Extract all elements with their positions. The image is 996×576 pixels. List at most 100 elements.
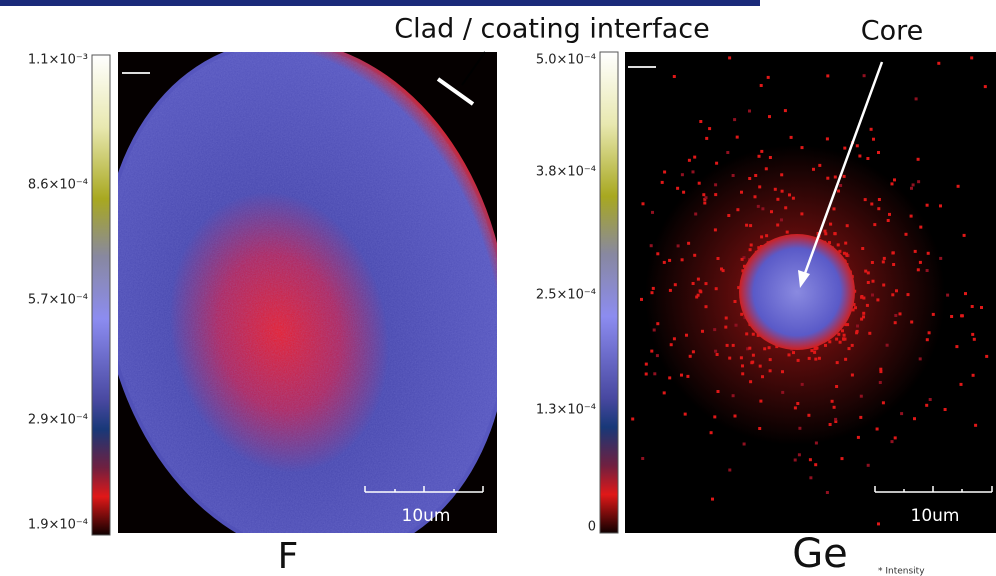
- pixel: [701, 329, 704, 333]
- pixel: [685, 333, 688, 337]
- pixel: [970, 56, 974, 60]
- pixel: [840, 457, 844, 461]
- pixel: [704, 196, 708, 200]
- pixel: [870, 261, 874, 264]
- panel-label: F: [278, 536, 299, 576]
- pixel: [686, 374, 690, 378]
- pixel: [756, 204, 760, 208]
- pixel: [862, 311, 866, 315]
- pixel: [838, 249, 842, 253]
- pixel: [877, 207, 881, 211]
- colorbar: [91, 54, 111, 536]
- pixel: [834, 420, 838, 423]
- pixel: [925, 338, 929, 342]
- pixel: [682, 190, 686, 194]
- pixel: [683, 412, 687, 416]
- pixel: [644, 362, 648, 366]
- pixel: [919, 225, 923, 229]
- pixel: [662, 260, 666, 264]
- pixel: [740, 257, 744, 261]
- pixel: [697, 181, 701, 185]
- pixel: [745, 223, 749, 227]
- pixel: [895, 289, 898, 293]
- pixel: [781, 390, 785, 394]
- pixel: [731, 343, 735, 347]
- colorbar-tick-label: 1.9×10⁻⁴: [28, 518, 88, 533]
- pixel: [873, 223, 877, 227]
- pixel: [985, 354, 989, 358]
- pixel: [959, 382, 963, 386]
- pixel: [687, 158, 691, 162]
- pixel: [703, 201, 707, 205]
- pixel: [780, 218, 783, 222]
- pixel: [758, 364, 762, 368]
- pixel: [694, 212, 698, 216]
- pixel: [893, 436, 897, 440]
- pixel: [807, 356, 811, 360]
- pixel: [828, 340, 832, 344]
- pixel: [796, 402, 800, 405]
- pixel: [962, 233, 966, 237]
- pixel: [832, 207, 836, 211]
- pixel: [768, 156, 772, 159]
- pixel: [838, 340, 842, 344]
- pixel: [893, 321, 897, 325]
- pixel: [704, 282, 708, 286]
- pixel: [693, 155, 697, 159]
- pixel: [983, 85, 987, 89]
- pixel: [855, 144, 859, 148]
- pixel: [869, 127, 873, 131]
- pixel: [842, 333, 846, 337]
- pixel: [668, 258, 672, 262]
- pixel: [656, 322, 660, 326]
- pixel: [858, 154, 862, 158]
- pixel: [696, 277, 700, 281]
- pixel: [925, 203, 929, 207]
- pixel: [852, 303, 856, 306]
- pixel: [846, 323, 850, 327]
- pixel: [939, 204, 942, 208]
- pixel: [740, 312, 744, 316]
- pixel: [759, 84, 763, 87]
- pixel: [668, 288, 672, 292]
- pixel: [783, 109, 787, 113]
- pixel: [834, 417, 838, 421]
- pixel: [830, 399, 834, 403]
- marker: [122, 72, 150, 74]
- pixel: [763, 347, 767, 351]
- pixel: [728, 56, 732, 60]
- pixel: [925, 269, 929, 272]
- pixel: [871, 279, 875, 283]
- pixel: [699, 120, 703, 123]
- arrow: [461, 51, 486, 86]
- pixel: [879, 370, 883, 374]
- pixel: [699, 290, 703, 294]
- f-map: [118, 52, 497, 533]
- pixel: [800, 212, 804, 216]
- pixel: [733, 300, 737, 303]
- pixel: [733, 118, 737, 122]
- pixel: [716, 390, 720, 393]
- pixel: [797, 453, 801, 457]
- pixel: [714, 183, 718, 187]
- pixel: [746, 347, 750, 351]
- pixel: [847, 347, 851, 351]
- pixel: [866, 157, 870, 160]
- colorbar: [599, 51, 619, 534]
- colorbar-tick-label: 2.9×10⁻⁴: [28, 413, 88, 428]
- pixel: [793, 406, 797, 410]
- pixel: [713, 228, 717, 232]
- pixel: [641, 202, 645, 206]
- pixel: [844, 323, 848, 327]
- pixel: [651, 210, 654, 214]
- pixel: [950, 315, 954, 318]
- pixel: [885, 343, 889, 347]
- pixel: [760, 235, 764, 239]
- pixel: [914, 97, 918, 101]
- scale-bar: [874, 486, 993, 493]
- pixel: [817, 356, 821, 360]
- pixel: [913, 417, 916, 421]
- pixel: [918, 260, 922, 264]
- pixel: [650, 291, 654, 295]
